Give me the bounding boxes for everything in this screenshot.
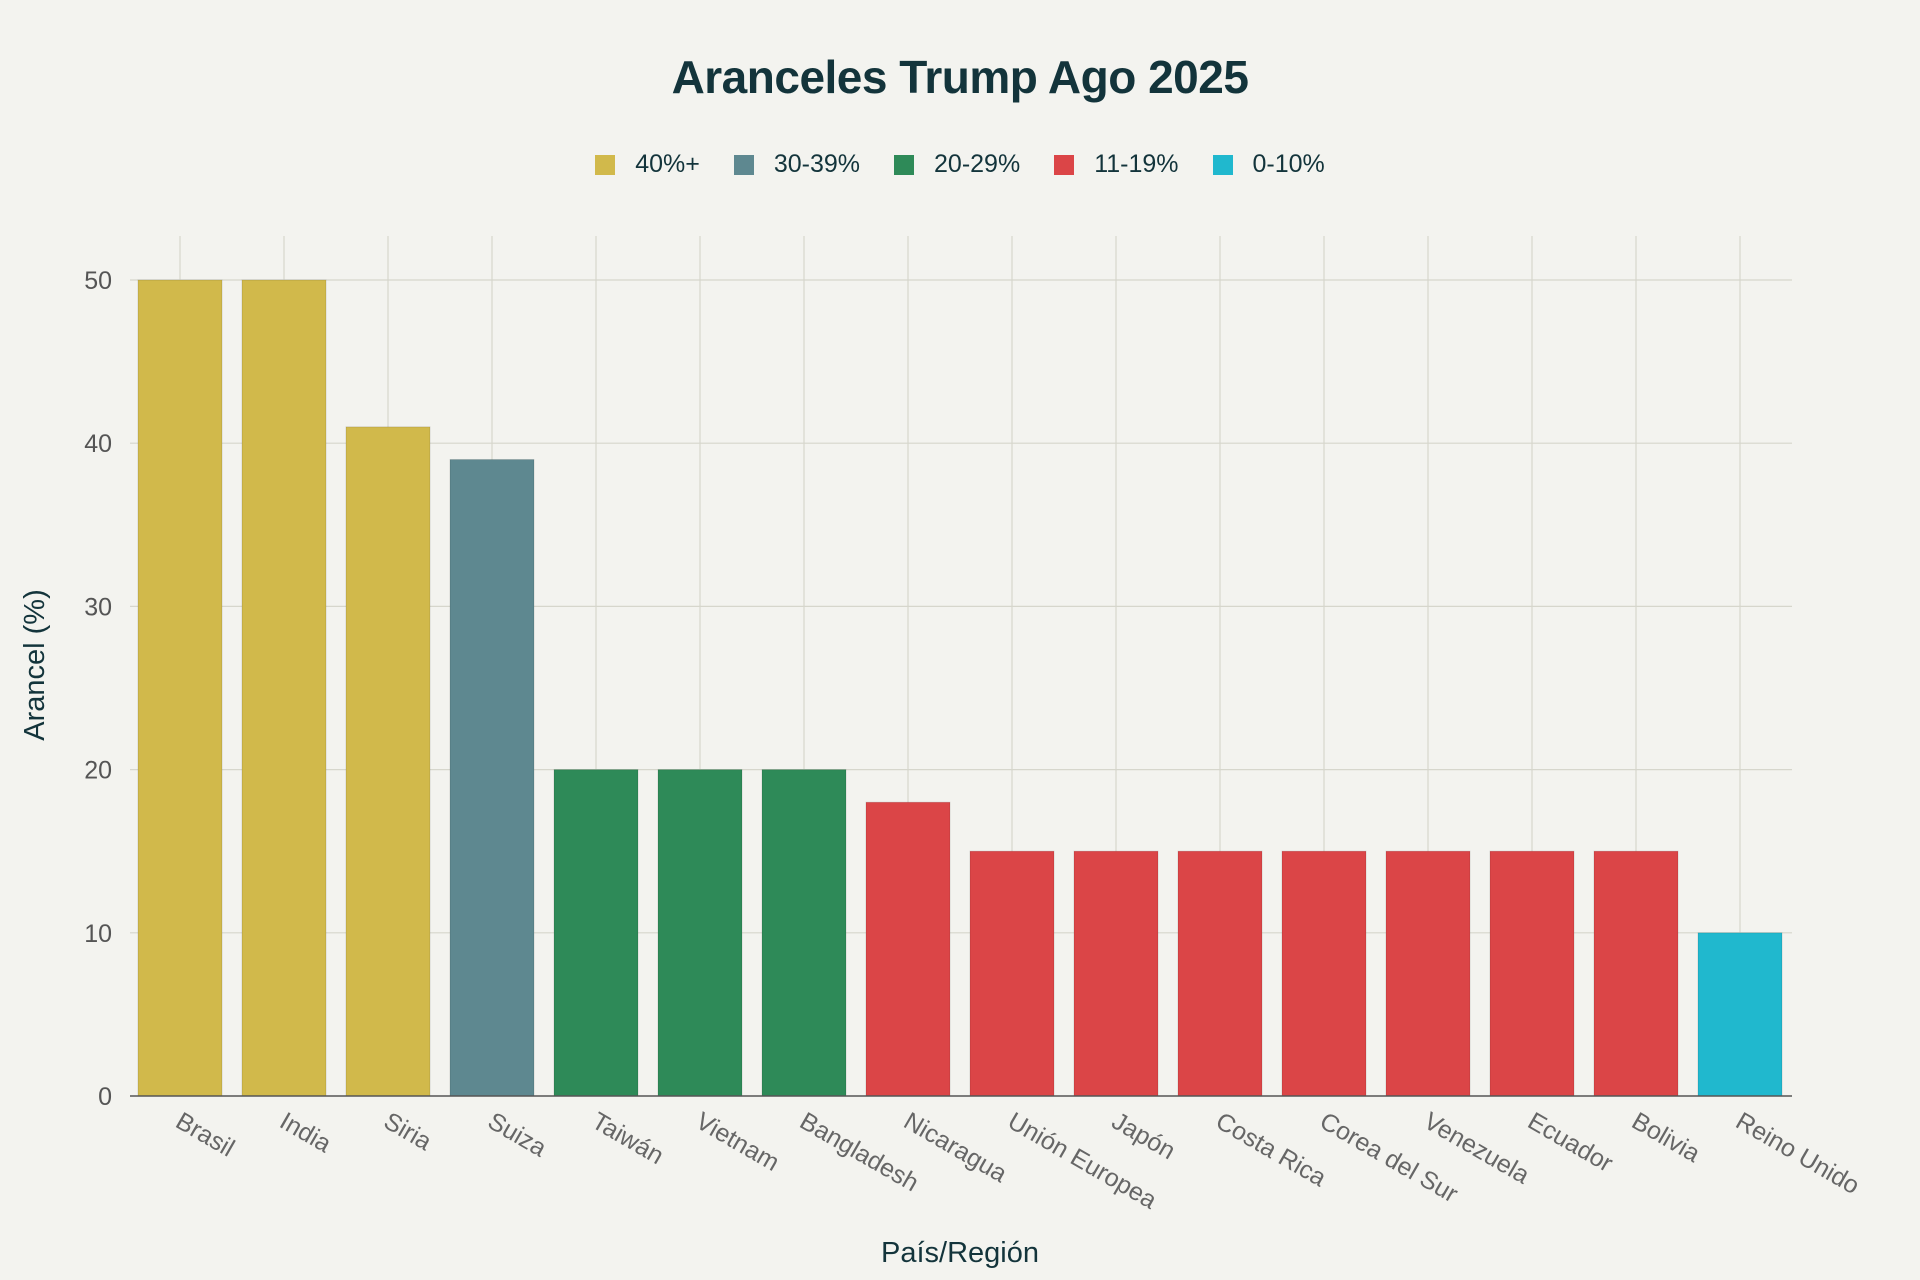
y-tick-label: 40 — [84, 430, 112, 458]
bar-india[interactable] — [241, 279, 327, 1097]
bar-unión-europea[interactable] — [969, 850, 1055, 1097]
x-tick-label: Bolivia — [1627, 1107, 1705, 1168]
x-tick-label: Costa Rica — [1211, 1107, 1331, 1192]
bar-costa-rica[interactable] — [1177, 850, 1263, 1097]
legend-label: 30-39% — [773, 150, 861, 178]
bar-bolivia[interactable] — [1593, 850, 1679, 1097]
y-tick-label: 50 — [84, 267, 112, 295]
legend-item-40-plus[interactable]: 40%+ — [595, 150, 700, 179]
bar-siria[interactable] — [345, 426, 431, 1097]
y-tick-label: 30 — [84, 593, 112, 621]
chart-legend: 40%+ 30-39% 20-29% 11-19% 0-10% — [0, 150, 1920, 179]
y-tick-label: 10 — [84, 920, 112, 948]
legend-item-30-39[interactable]: 30-39% — [733, 150, 861, 179]
x-tick-label: Reino Unido — [1731, 1107, 1864, 1200]
legend-label: 0-10% — [1252, 150, 1325, 178]
legend-swatch — [595, 154, 616, 175]
bar-venezuela[interactable] — [1385, 850, 1471, 1097]
legend-label: 40%+ — [635, 150, 700, 178]
legend-item-20-29[interactable]: 20-29% — [894, 150, 1020, 179]
y-tick-label: 20 — [84, 757, 112, 785]
bar-brasil[interactable] — [137, 279, 223, 1097]
x-axis-title: País/Región — [881, 1237, 1039, 1269]
bar-taiwán[interactable] — [553, 769, 639, 1097]
x-tick-label: Ecuador — [1523, 1107, 1618, 1178]
legend-item-0-10[interactable]: 0-10% — [1212, 150, 1325, 179]
bar-japón[interactable] — [1073, 850, 1159, 1097]
bars — [137, 279, 1783, 1097]
x-tick-label: Vietnam — [691, 1107, 784, 1177]
legend-label: 20-29% — [934, 150, 1021, 178]
x-tick-label: Japón — [1107, 1107, 1180, 1165]
bar-corea-del-sur[interactable] — [1281, 850, 1367, 1097]
legend-swatch — [733, 154, 754, 175]
legend-swatch — [1212, 154, 1233, 175]
y-tick-label: 0 — [98, 1083, 112, 1111]
chart-title: Aranceles Trump Ago 2025 — [671, 51, 1249, 103]
bar-nicaragua[interactable] — [865, 801, 951, 1097]
x-tick-label: Brasil — [171, 1107, 239, 1163]
bar-ecuador[interactable] — [1489, 850, 1575, 1097]
legend-item-11-19[interactable]: 11-19% — [1054, 150, 1179, 179]
y-axis-title: Arancel (%) — [19, 589, 51, 741]
x-tick-label: Suiza — [483, 1107, 551, 1163]
legend-label: 11-19% — [1094, 150, 1179, 178]
x-tick-label: Taiwán — [587, 1107, 668, 1170]
bar-suiza[interactable] — [449, 459, 535, 1097]
x-tick-label: Siria — [379, 1107, 436, 1156]
bar-reino-unido[interactable] — [1697, 932, 1783, 1097]
legend-swatch — [894, 154, 915, 175]
legend-swatch — [1054, 154, 1075, 175]
bar-vietnam[interactable] — [657, 769, 743, 1097]
x-tick-label: India — [275, 1107, 336, 1158]
bar-bangladesh[interactable] — [761, 769, 847, 1097]
